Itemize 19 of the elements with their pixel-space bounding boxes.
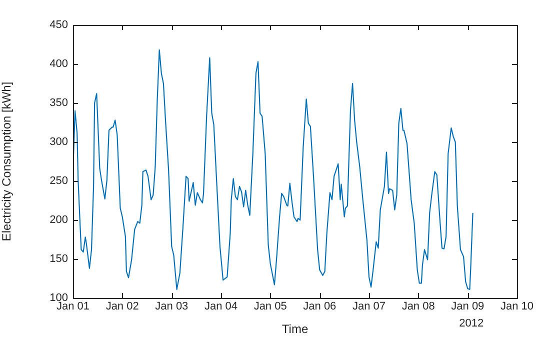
- x-tick-label: Jan 03: [155, 300, 188, 313]
- text: 2012: [459, 318, 484, 330]
- x-tick-label: Jan 06: [303, 300, 336, 313]
- y-tick-label: 250: [50, 175, 68, 188]
- y-tick-label: 450: [50, 19, 68, 32]
- y-axis-title: Electricity Consumption [kWh]: [0, 82, 14, 242]
- y-tick-label: 150: [50, 253, 68, 266]
- x-tick-label: Jan 04: [204, 300, 238, 313]
- x-tick-label: Jan 05: [254, 300, 287, 313]
- y-tick-label: 350: [50, 97, 68, 110]
- x-tick-label: Jan 08: [402, 300, 435, 313]
- y-tick-label: 200: [50, 214, 68, 226]
- y-tick-label: 300: [50, 136, 68, 148]
- x-tick-label: Jan 07: [352, 300, 386, 313]
- x-axis-title: Time: [282, 322, 308, 336]
- x-tick-label: Jan 02: [106, 300, 139, 313]
- x-tick-label: Jan 10: [500, 300, 534, 313]
- y-tick-label: 400: [50, 58, 68, 70]
- x-tick-label: Jan 09: [451, 300, 484, 313]
